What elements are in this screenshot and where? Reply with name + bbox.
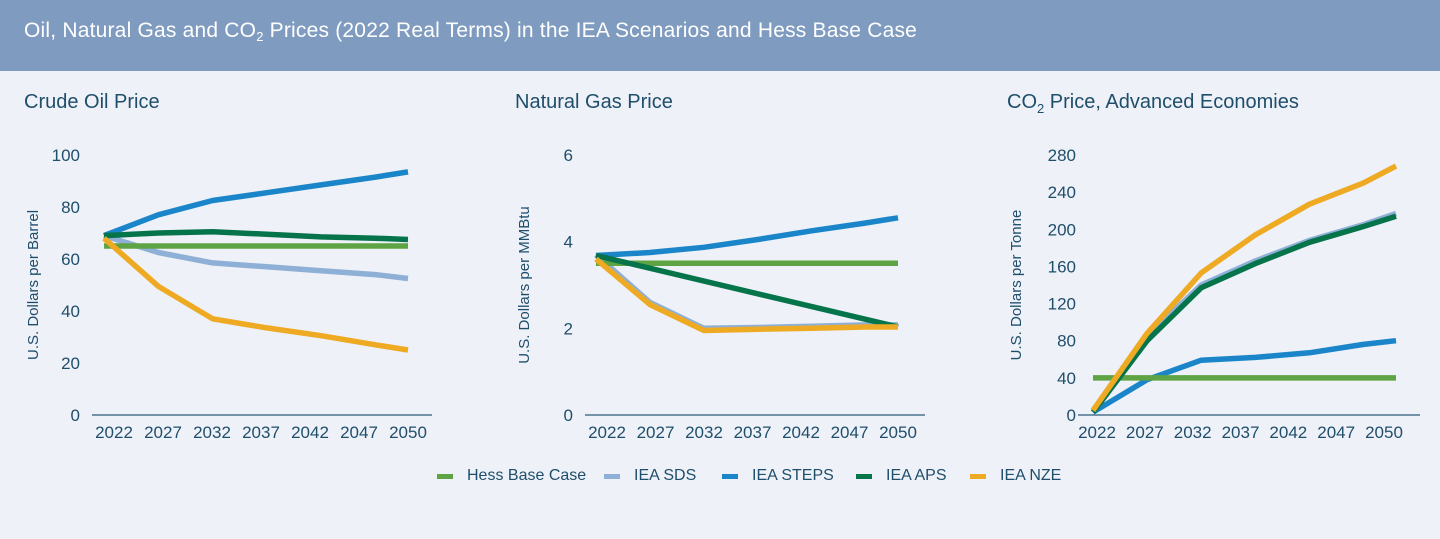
x-tick-label: 2027 [1126,423,1164,442]
x-tick-label: 2042 [1269,423,1307,442]
x-tick-label: 2027 [144,423,182,442]
legend-item-iea-aps: IEA APS [856,463,946,489]
series-line-iea-nze [594,256,898,334]
y-tick-label: 40 [1057,369,1076,388]
y-tick-label: 80 [61,198,80,217]
header-banner: Oil, Natural Gas and CO2 Prices (2022 Re… [0,0,1440,71]
series-line-iea-aps [103,228,409,243]
y-tick-label: 0 [1067,406,1076,425]
y-tick-label: 240 [1048,183,1076,202]
chart-panel-2: Natural Gas Price U.S. Dollars per MMBtu 0… [515,91,925,442]
series-line-iea-nze [1090,163,1398,412]
x-tick-label: 2037 [734,423,772,442]
x-tick-label: 2042 [291,423,329,442]
legend-swatch [856,473,872,479]
y-tick-label: 280 [1048,146,1076,165]
x-tick-label: 2047 [1317,423,1355,442]
chart-panel-3: CO2 Price, Advanced Economies U.S. Dollar… [1007,91,1420,442]
legend-label: Hess Base Case [467,467,587,484]
legend-swatch [437,473,453,479]
chart-title: Crude Oil Price [24,91,160,113]
x-tick-label: 2050 [879,423,917,442]
x-tick-label: 2037 [242,423,280,442]
y-tick-label: 0 [71,406,80,425]
y-tick-label: 20 [61,354,80,373]
legend-item-iea-nze: IEA NZE [970,463,1061,489]
legend-label: IEA SDS [634,467,697,484]
x-tick-label: 2027 [637,423,675,442]
x-tick-label: 2032 [1174,423,1212,442]
series-line-iea-nze [102,236,409,353]
x-tick-label: 2037 [1222,423,1260,442]
x-tick-label: 2042 [782,423,820,442]
x-tick-label: 2050 [389,423,427,442]
legend-item-iea-steps: IEA STEPS [722,463,834,489]
x-tick-label: 2022 [95,423,133,442]
x-tick-label: 2032 [685,423,723,442]
chart-title: Natural Gas Price [515,91,673,113]
legend-swatch [722,473,738,479]
chart-title: CO2 Price, Advanced Economies [1007,91,1299,116]
legend-item-iea-sds: IEA SDS [604,463,696,489]
series-line-iea-sds [103,232,409,282]
legend-item-hess-base-case: Hess Base Case [437,463,586,489]
y-tick-label: 200 [1048,220,1076,239]
x-tick-label: 2022 [1078,423,1116,442]
y-tick-label: 160 [1048,257,1076,276]
series-line-iea-steps [103,169,409,239]
y-tick-label: 80 [1057,332,1076,351]
legend: Hess Base Case IEA SDS IEA STEPS IEA APS IEA… [0,463,1440,489]
legend-swatch [604,473,620,479]
y-tick-label: 4 [564,233,573,252]
x-tick-label: 2047 [831,423,869,442]
x-tick-label: 2032 [193,423,231,442]
y-tick-label: 40 [61,302,80,321]
y-tick-label: 0 [564,406,573,425]
y-tick-label: 100 [52,146,80,165]
legend-label: IEA STEPS [752,467,834,484]
y-tick-label: 120 [1048,295,1076,314]
page-title: Oil, Natural Gas and CO2 Prices (2022 Re… [24,19,918,44]
x-tick-label: 2050 [1365,423,1403,442]
x-tick-label: 2047 [340,423,378,442]
y-tick-label: 6 [564,146,573,165]
series-line-iea-steps [595,215,899,259]
y-axis-label: U.S. Dollars per Tonne [1008,210,1025,361]
series-line-iea-aps [595,252,899,330]
legend-label: IEA NZE [1000,467,1062,484]
y-tick-label: 2 [564,319,573,338]
legend-swatch [970,473,986,479]
legend-label: IEA APS [886,467,947,484]
series-line-iea-aps [1090,213,1397,414]
y-tick-label: 60 [61,250,80,269]
y-axis-label: U.S. Dollars per MMBtu [516,206,533,364]
y-axis-label: U.S. Dollars per Barrel [25,210,42,360]
x-tick-label: 2022 [588,423,626,442]
